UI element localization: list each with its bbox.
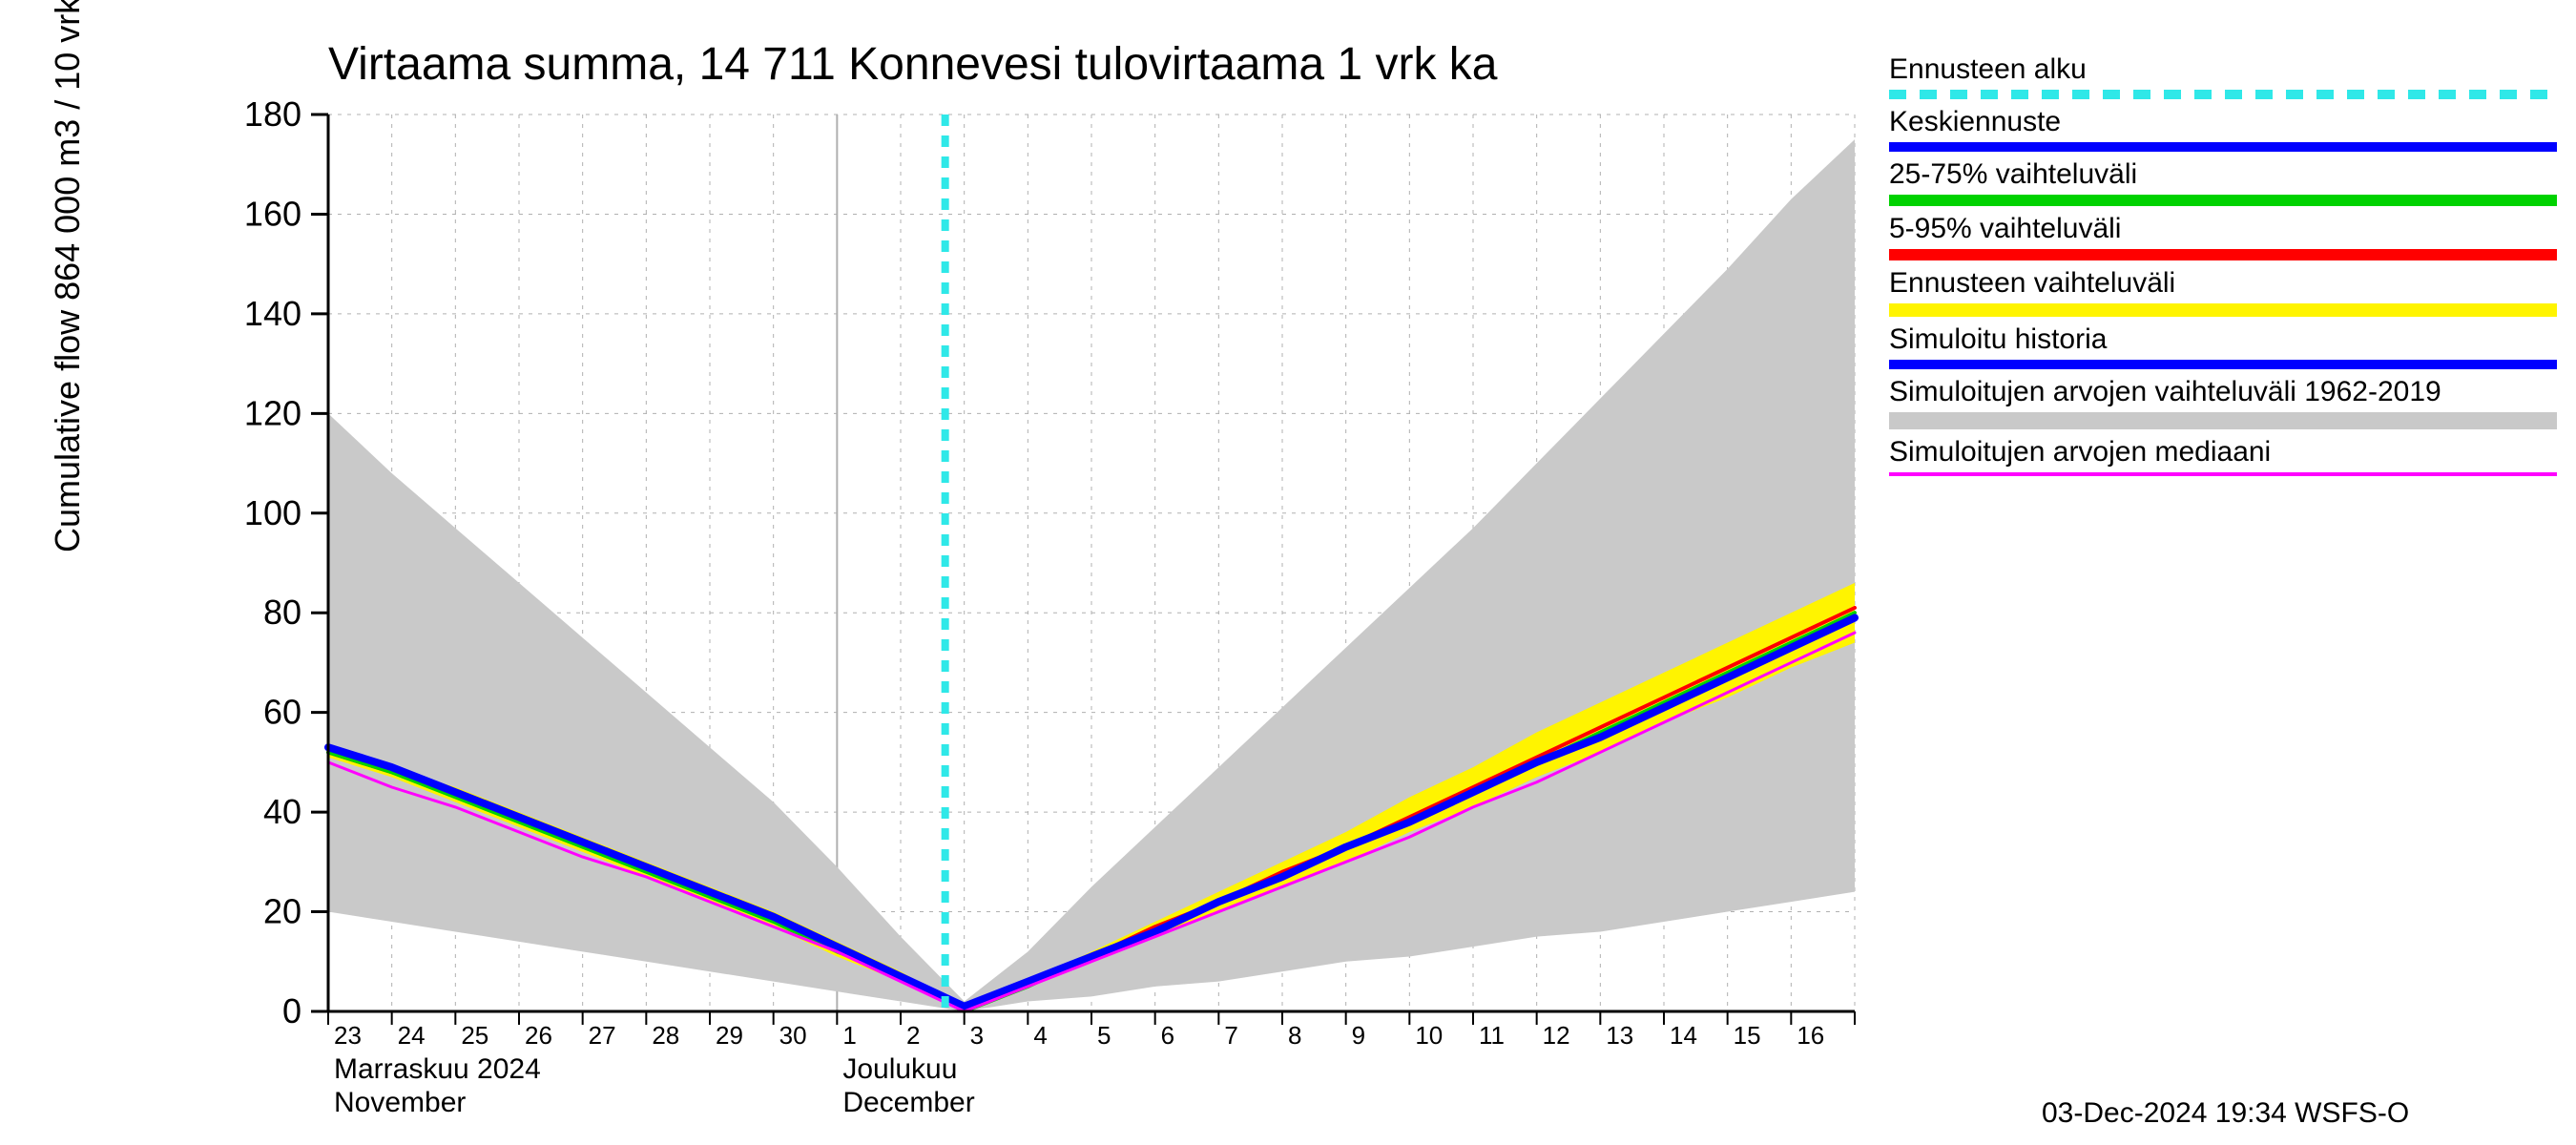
- legend-label: Ennusteen alku: [1889, 52, 2557, 87]
- month-fi: Marraskuu 2024: [334, 1053, 541, 1087]
- legend-item: Ennusteen vaihteluväli: [1889, 266, 2557, 317]
- svg-text:29: 29: [716, 1021, 743, 1050]
- chart-title: Virtaama summa, 14 711 Konnevesi tulovir…: [328, 38, 1497, 91]
- svg-text:14: 14: [1670, 1021, 1697, 1050]
- legend: Ennusteen alku Keskiennuste 25-75% vaihtel…: [1889, 52, 2557, 482]
- legend-swatch: [1889, 195, 2557, 206]
- svg-text:23: 23: [334, 1021, 362, 1050]
- legend-item: Simuloitu historia: [1889, 323, 2557, 369]
- svg-text:9: 9: [1352, 1021, 1365, 1050]
- legend-item: Simuloitujen arvojen vaihteluväli 1962-2…: [1889, 375, 2557, 429]
- legend-item: Simuloitujen arvojen mediaani: [1889, 435, 2557, 476]
- chart-container: Virtaama summa, 14 711 Konnevesi tulovir…: [0, 0, 2576, 1145]
- legend-label: Ennusteen vaihteluväli: [1889, 266, 2557, 301]
- legend-swatch: [1889, 472, 2557, 476]
- svg-text:10: 10: [1415, 1021, 1443, 1050]
- svg-text:180: 180: [244, 94, 301, 134]
- svg-text:0: 0: [282, 991, 301, 1030]
- svg-text:160: 160: [244, 194, 301, 233]
- legend-label: Simuloitujen arvojen vaihteluväli 1962-2…: [1889, 375, 2557, 409]
- svg-text:1: 1: [842, 1021, 856, 1050]
- month-label-left: Marraskuu 2024November: [334, 1053, 541, 1119]
- svg-text:30: 30: [779, 1021, 807, 1050]
- svg-text:24: 24: [398, 1021, 426, 1050]
- svg-text:120: 120: [244, 393, 301, 432]
- svg-text:140: 140: [244, 294, 301, 333]
- legend-item: Keskiennuste: [1889, 105, 2557, 152]
- legend-swatch: [1889, 249, 2557, 260]
- svg-text:28: 28: [652, 1021, 679, 1050]
- svg-text:3: 3: [970, 1021, 984, 1050]
- svg-text:7: 7: [1224, 1021, 1237, 1050]
- svg-text:40: 40: [263, 792, 301, 831]
- month-en: November: [334, 1087, 541, 1120]
- legend-swatch: [1889, 412, 2557, 429]
- svg-text:60: 60: [263, 693, 301, 732]
- legend-label: Simuloitujen arvojen mediaani: [1889, 435, 2557, 469]
- svg-text:16: 16: [1797, 1021, 1824, 1050]
- svg-text:5: 5: [1097, 1021, 1111, 1050]
- svg-text:4: 4: [1033, 1021, 1047, 1050]
- legend-label: Keskiennuste: [1889, 105, 2557, 139]
- footer-timestamp: 03-Dec-2024 19:34 WSFS-O: [2042, 1097, 2409, 1130]
- legend-swatch: [1889, 360, 2557, 369]
- svg-text:20: 20: [263, 892, 301, 931]
- legend-swatch: [1889, 303, 2557, 317]
- svg-text:6: 6: [1161, 1021, 1174, 1050]
- month-label-right: JoulukuuDecember: [842, 1053, 974, 1119]
- svg-text:12: 12: [1543, 1021, 1570, 1050]
- legend-label: 25-75% vaihteluväli: [1889, 157, 2557, 192]
- legend-item: 5-95% vaihteluväli: [1889, 212, 2557, 260]
- svg-text:11: 11: [1479, 1021, 1505, 1050]
- month-fi: Joulukuu: [842, 1053, 974, 1087]
- svg-text:27: 27: [589, 1021, 616, 1050]
- svg-text:8: 8: [1288, 1021, 1301, 1050]
- svg-text:15: 15: [1734, 1021, 1761, 1050]
- svg-text:80: 80: [263, 593, 301, 632]
- legend-label: Simuloitu historia: [1889, 323, 2557, 357]
- svg-text:25: 25: [461, 1021, 488, 1050]
- svg-text:13: 13: [1606, 1021, 1633, 1050]
- svg-text:26: 26: [525, 1021, 552, 1050]
- legend-swatch: [1889, 90, 2557, 99]
- month-en: December: [842, 1087, 974, 1120]
- legend-item: Ennusteen alku: [1889, 52, 2557, 99]
- svg-text:2: 2: [906, 1021, 920, 1050]
- legend-label: 5-95% vaihteluväli: [1889, 212, 2557, 246]
- legend-item: 25-75% vaihteluväli: [1889, 157, 2557, 206]
- legend-swatch: [1889, 142, 2557, 152]
- y-axis-label: Cumulative flow 864 000 m3 / 10 vrky: [48, 0, 88, 552]
- svg-text:100: 100: [244, 493, 301, 532]
